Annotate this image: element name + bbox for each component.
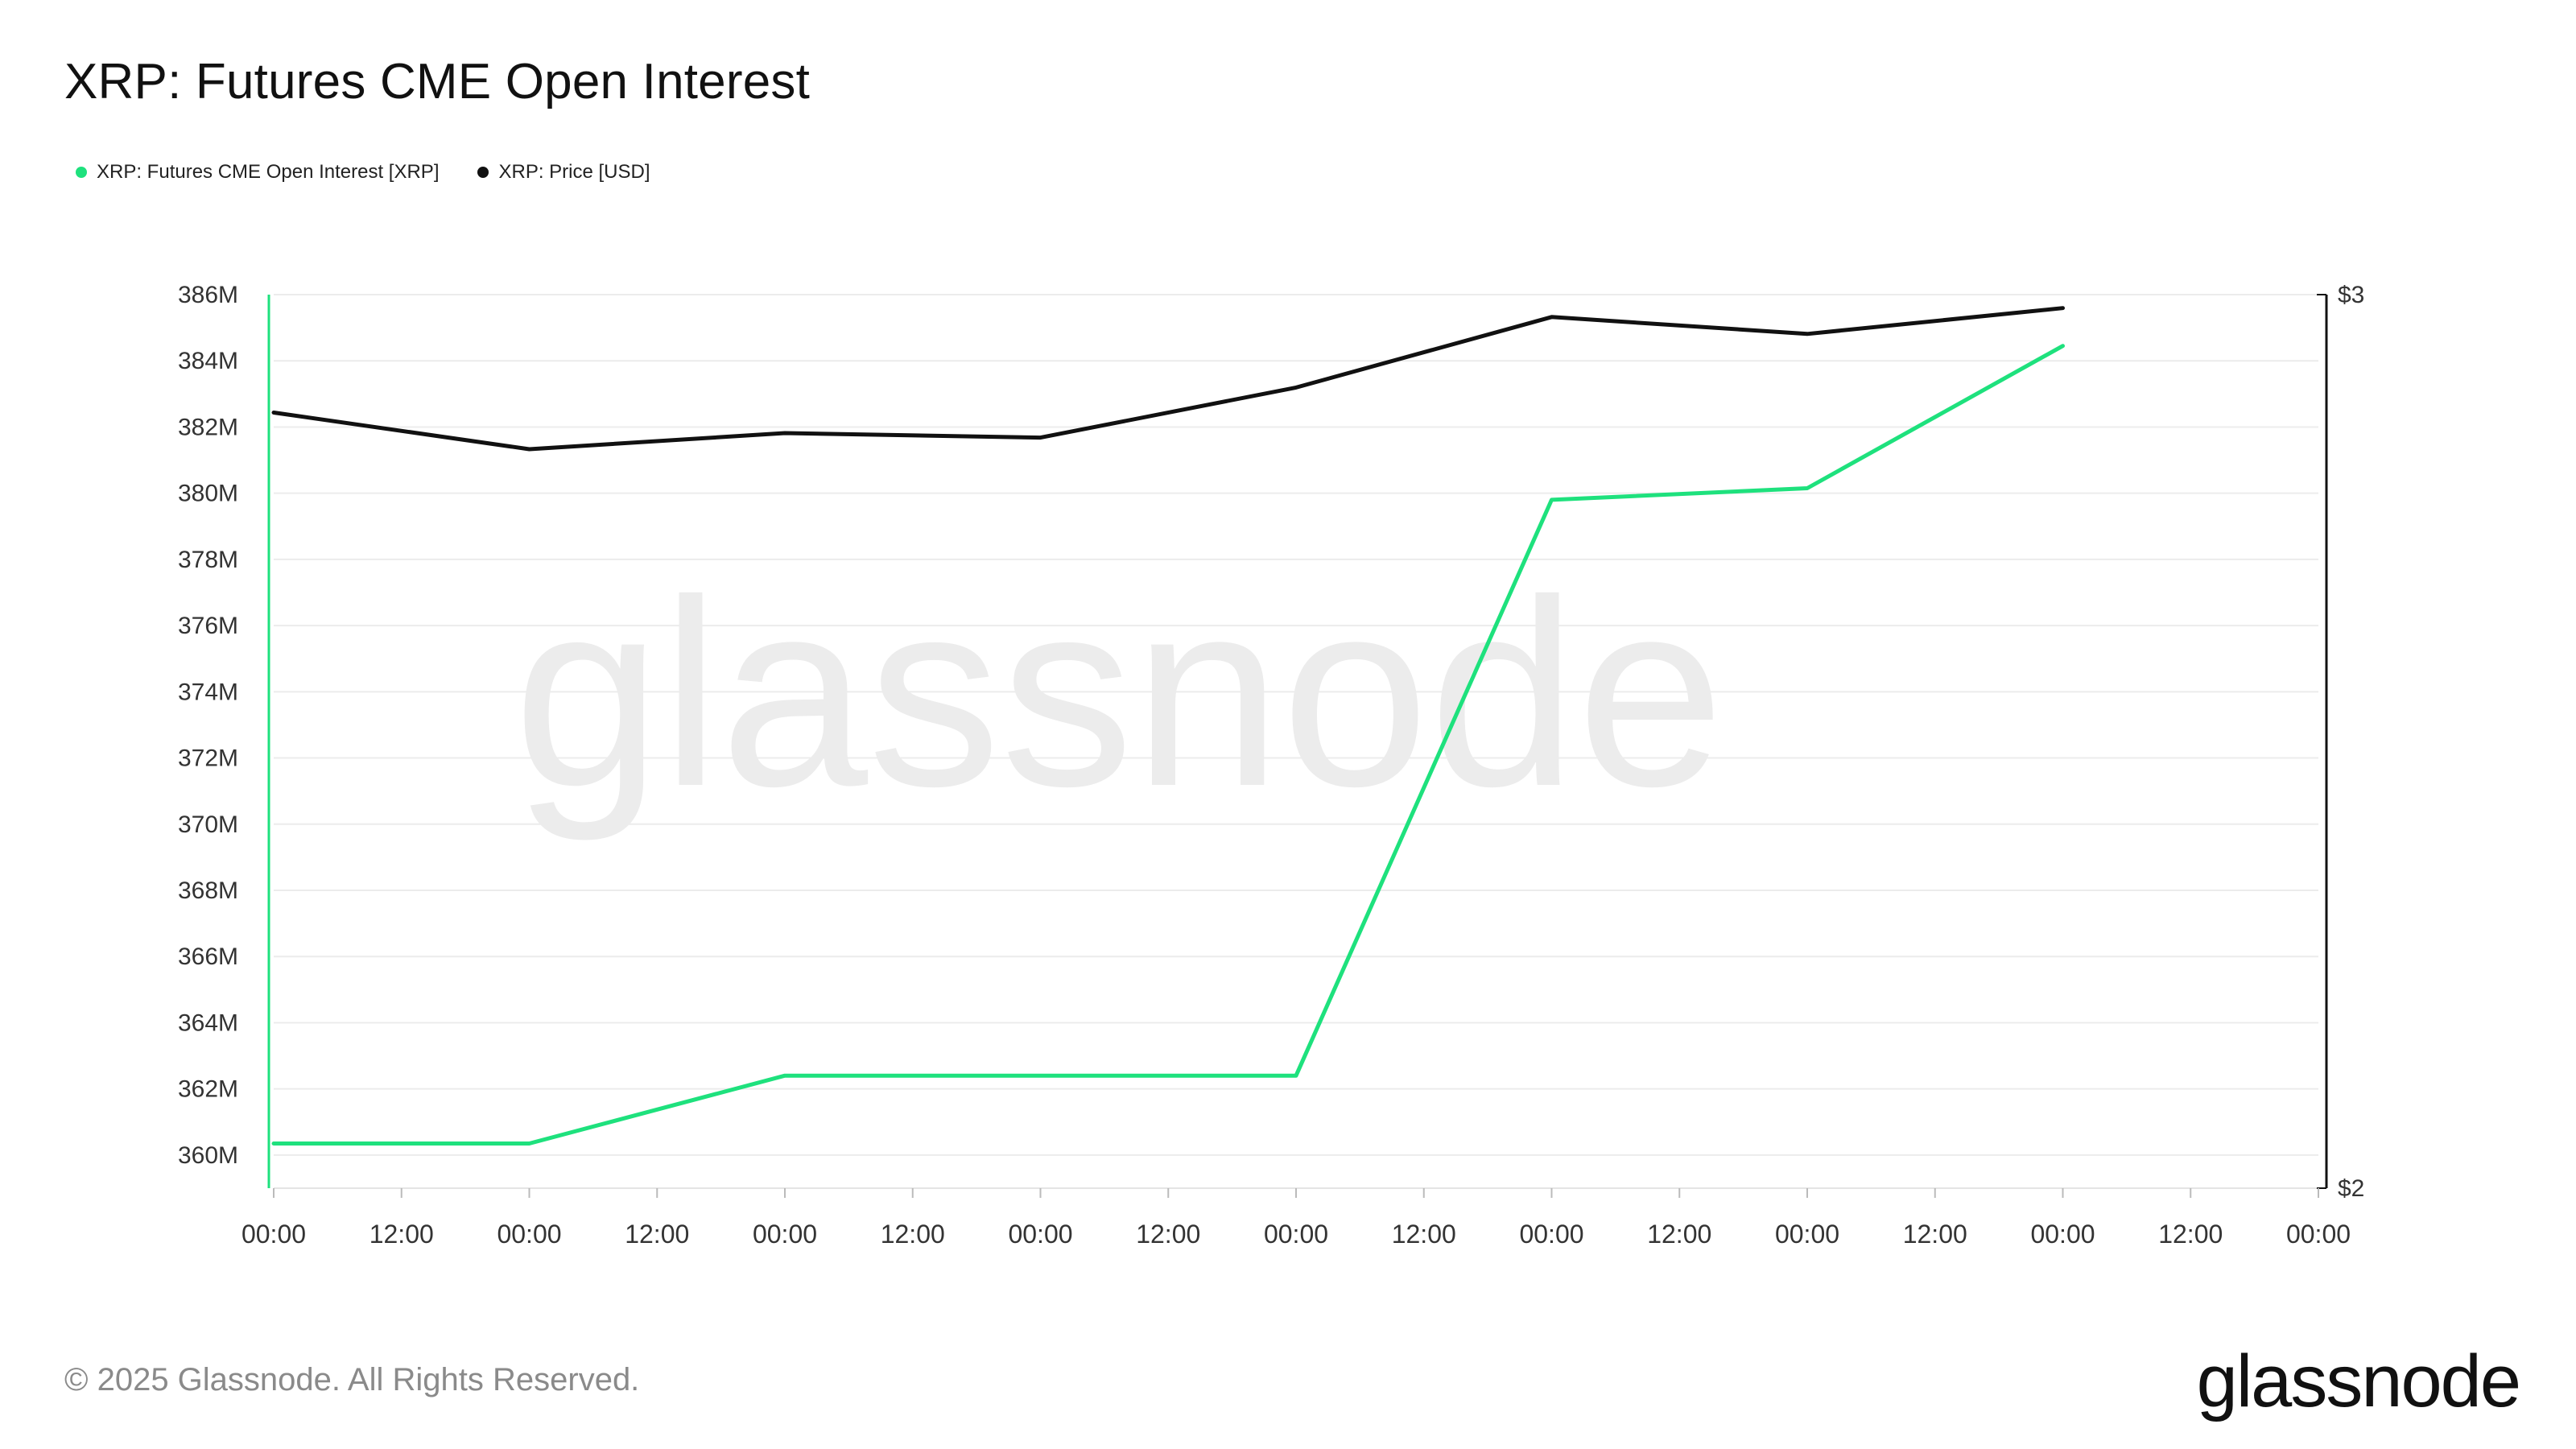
copyright-footer: © 2025 Glassnode. All Rights Reserved. — [64, 1362, 640, 1397]
x-tick-label: 12:00 — [1903, 1220, 1967, 1249]
x-tick-label: 12:00 — [881, 1220, 945, 1249]
legend-label-price: XRP: Price [USD] — [498, 161, 650, 183]
page-title: XRP: Futures CME Open Interest — [64, 54, 811, 109]
y-left-tick-label: 374M — [178, 679, 238, 705]
x-tick-label: 12:00 — [1136, 1220, 1200, 1249]
open-interest-line — [271, 344, 2065, 1146]
y-left-tick-label: 376M — [178, 613, 238, 639]
x-tick-label: 00:00 — [1264, 1220, 1328, 1249]
y-left-tick-label: 386M — [178, 282, 238, 308]
legend-dot-price — [477, 167, 489, 178]
x-tick-label: 00:00 — [2030, 1220, 2095, 1249]
axes: 386M 384M 382M 380M 378M 376M 374M 372M 370M 368M… — [178, 282, 2364, 1249]
x-tick-label: 12:00 — [369, 1220, 434, 1249]
x-tick-label: 12:00 — [2158, 1220, 2223, 1249]
y-left-tick-label: 382M — [178, 414, 238, 440]
legend-item-open-interest[interactable]: XRP: Futures CME Open Interest [XRP] — [76, 161, 439, 184]
y-right-tick-label: $2 — [2338, 1175, 2364, 1202]
y-left-tick-label: 368M — [178, 877, 238, 904]
legend-item-price[interactable]: XRP: Price [USD] — [477, 161, 650, 184]
y-left-tick-label: 370M — [178, 811, 238, 838]
watermark: glassnode — [514, 544, 1725, 843]
x-tick-label: 00:00 — [1008, 1220, 1072, 1249]
x-tick-label: 00:00 — [753, 1220, 817, 1249]
legend-label-open-interest: XRP: Futures CME Open Interest [XRP] — [97, 161, 440, 183]
y-left-tick-label: 378M — [178, 547, 238, 573]
x-tick-label: 00:00 — [2286, 1220, 2351, 1249]
y-left-tick-label: 364M — [178, 1009, 238, 1036]
y-left-tick-label: 366M — [178, 943, 238, 970]
x-tick-label: 00:00 — [1775, 1220, 1839, 1249]
x-tick-label: 12:00 — [625, 1220, 689, 1249]
x-tick-label: 00:00 — [1519, 1220, 1583, 1249]
series-layer — [271, 306, 2065, 1146]
y-left-tick-label: 362M — [178, 1076, 238, 1103]
price-line — [271, 306, 2065, 452]
grid-lines — [274, 294, 2318, 1189]
x-tick-label: 12:00 — [1647, 1220, 1711, 1249]
chart-legend: XRP: Futures CME Open Interest [XRP] XRP… — [76, 161, 650, 184]
legend-dot-open-interest — [76, 167, 87, 178]
x-tick-label: 12:00 — [1392, 1220, 1456, 1249]
brand-logo: glassnode — [2196, 1340, 2521, 1422]
y-left-tick-label: 380M — [178, 481, 238, 507]
x-tick-label: 00:00 — [242, 1220, 306, 1249]
x-tick-label: 00:00 — [497, 1220, 561, 1249]
y-left-tick-label: 384M — [178, 348, 238, 374]
y-right-tick-label: $3 — [2338, 282, 2364, 308]
y-left-tick-label: 360M — [178, 1142, 238, 1169]
y-left-tick-label: 372M — [178, 745, 238, 772]
